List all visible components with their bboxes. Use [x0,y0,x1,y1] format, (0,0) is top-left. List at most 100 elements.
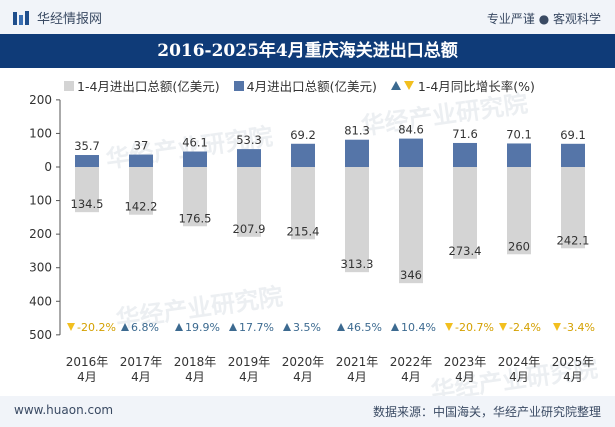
x-tick-label: 2019年 [228,355,271,369]
x-tick-label: 4月 [77,370,97,384]
bar-april-total [561,143,585,167]
y-tick-label: 0 [44,160,52,174]
chart-plot: 200 100 0 100 200 300 400 500 134.5 35.7 -20.2% 201… [29,93,595,384]
y-tick-label: 200 [29,93,52,107]
x-tick-label: 2024年 [498,355,541,369]
growth-rate-label: 6.8% [131,321,159,334]
bar-april-total [183,151,207,167]
bar-ytd-total [183,167,207,227]
growth-marker-up [121,323,129,331]
x-tick-label: 2021年 [336,355,379,369]
bar-ytd-total [399,167,423,284]
y-tick-label: 200 [29,227,52,241]
tagline: 专业严谨 ● 客观科学 [486,12,601,26]
y-tick-label: 100 [29,194,52,208]
x-tick-label: 2022年 [390,355,433,369]
growth-marker-up [175,323,183,331]
website-link[interactable]: www.huaon.com [14,403,114,417]
data-label-ytd-total: 273.4 [449,244,482,258]
x-tick-label: 2018年 [174,355,217,369]
legend-item-april-total: 4月进出口总额(亿美元) [233,76,377,95]
growth-marker-down [67,323,75,331]
bar-ytd-total [507,167,531,255]
top-bar: 华经情报网 专业严谨 ● 客观科学 [0,0,615,34]
growth-rate-label: -20.2% [77,321,116,334]
growth-marker-up [391,323,399,331]
data-source: 数据来源：中国海关，华经产业研究院整理 [372,405,601,419]
data-label-ytd-total: 142.2 [125,200,158,214]
x-tick-label: 4月 [347,370,367,384]
brand-name: 华经情报网 [37,12,103,27]
growth-rate-label: 3.5% [293,321,321,334]
data-label-ytd-total: 346 [400,268,422,282]
bar-april-total [129,154,153,167]
bar-ytd-total [291,167,315,240]
y-tick-label: 500 [29,328,52,342]
growth-rate-label: -3.4% [563,321,595,334]
x-tick-label: 2016年 [66,355,109,369]
bar-ytd-total [345,167,369,273]
bar-april-total [453,142,477,167]
legend-swatch-grey [64,80,74,91]
x-tick-label: 2025年 [552,355,595,369]
growth-marker-up [337,323,345,331]
legend-item-ytd-total: 1-4月进出口总额(亿美元) [64,76,220,95]
y-tick-label: 400 [29,294,52,308]
bar-april-total [291,143,315,167]
triangle-down-icon [403,81,414,90]
legend-label-growth-rate: 1-4月同比增长率(%) [417,79,535,94]
growth-rate-label: 46.5% [347,321,382,334]
brand[interactable]: 华经情报网 [12,8,102,27]
x-tick-label: 4月 [185,370,205,384]
growth-marker-up [283,323,291,331]
data-label-april-total: 53.3 [236,133,262,147]
data-label-ytd-total: 207.9 [233,222,266,236]
growth-marker-down [553,323,561,331]
bar-april-total [345,139,369,167]
bar-april-total [75,155,99,167]
bar-ytd-total [75,167,99,213]
growth-marker-up [229,323,237,331]
growth-rate-label: 17.7% [239,321,274,334]
x-tick-label: 4月 [239,370,259,384]
data-label-april-total: 70.1 [506,127,532,141]
legend-label-april-total: 4月进出口总额(亿美元) [246,79,377,94]
x-tick-label: 4月 [563,370,583,384]
triangle-up-icon [390,81,401,90]
growth-rate-label: -2.4% [509,321,541,334]
growth-rate-label: 10.4% [401,321,436,334]
x-tick-label: 4月 [509,370,529,384]
data-label-april-total: 81.3 [344,124,370,138]
y-tick-label: 100 [29,126,52,140]
x-tick-label: 2020年 [282,355,325,369]
data-label-ytd-total: 134.5 [71,197,104,211]
data-label-ytd-total: 260 [508,239,530,253]
growth-marker-down [499,323,507,331]
data-label-april-total: 69.1 [560,128,586,142]
title-bar: 2016-2025年4月重庆海关进出口总额 [0,34,615,68]
bar-ytd-total [561,167,585,249]
data-label-april-total: 35.7 [74,139,100,153]
y-tick-label: 300 [29,261,52,275]
legend-swatch-blue [233,80,244,91]
growth-rate-label: 19.9% [185,321,220,334]
bar-april-total [507,143,531,167]
x-tick-label: 4月 [293,370,313,384]
bar-april-total [399,138,423,167]
growth-marker-down [445,323,453,331]
data-label-april-total: 84.6 [398,123,424,137]
chart-legend: 1-4月进出口总额(亿美元) 4月进出口总额(亿美元) 1-4月同比增长率(%) [64,76,549,95]
chart-title: 2016-2025年4月重庆海关进出口总额 [157,41,458,61]
data-label-ytd-total: 242.1 [557,233,590,247]
data-label-ytd-total: 176.5 [179,211,212,225]
legend-item-growth-rate: 1-4月同比增长率(%) [390,76,535,95]
x-tick-label: 2017年 [120,355,163,369]
bar-april-total [237,149,261,167]
data-label-april-total: 46.1 [182,136,208,150]
data-label-april-total: 37 [134,139,149,153]
bar-ytd-total [237,167,261,237]
data-label-ytd-total: 215.4 [287,224,320,238]
x-tick-label: 4月 [131,370,151,384]
growth-rate-label: -20.7% [455,321,494,334]
x-tick-label: 4月 [401,370,421,384]
